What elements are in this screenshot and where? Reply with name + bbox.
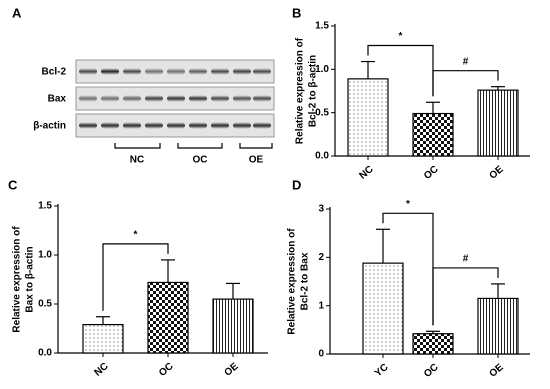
x-tick-label: OE [487,164,505,182]
group-label: NC [130,155,144,166]
significance-bracket [432,267,499,326]
blot-band [211,122,229,129]
blot-band [101,122,119,129]
y-tick-label: 3 [318,204,324,215]
row-label: Bcl-2 [42,67,67,78]
panel-label: C [8,177,18,192]
x-tick-label: OE [487,362,505,380]
significance-label: * [399,31,403,42]
y-tick-label: 0.0 [315,151,329,162]
group-label: OE [249,155,264,166]
significance-label: # [463,56,469,67]
x-tick-label: OC [422,362,441,380]
y-tick-label: 2 [318,252,324,263]
blot-band [79,95,97,102]
row-label: β-actin [33,121,66,132]
blot-band [123,68,141,75]
y-tick-label: 1 [318,300,324,311]
blot-band [253,95,271,102]
blot-band [233,68,251,75]
blot-band [145,95,163,102]
y-axis-label: Bcl-2 to β-actin [308,55,319,127]
blot-band [79,68,97,75]
bar [412,333,454,355]
y-tick-label: 1.0 [315,64,329,75]
significance-label: * [406,199,410,210]
blot-band [233,95,251,102]
blot-band [253,68,271,75]
blot-band [123,95,141,102]
x-tick-label: NC [92,361,110,379]
y-tick-label: 1.0 [38,250,52,261]
y-tick-label: 1.5 [38,201,52,212]
blot-band [189,68,207,75]
y-axis-label: Relative expression of [12,226,23,333]
bar [412,112,454,157]
y-tick-label: 0.0 [38,348,52,359]
x-tick-label: YC [373,362,391,379]
row-label: Bax [48,94,67,105]
group-bracket [114,143,273,149]
y-tick-label: 1.5 [315,21,329,32]
blot-band [167,68,185,75]
group-label: OC [193,155,208,166]
blot-band [253,122,271,129]
significance-bracket [102,243,169,311]
y-axis-label: Bcl-2 to Bax [300,252,311,310]
bar [147,281,189,354]
x-tick-label: OC [422,164,441,182]
blot-band [189,95,207,102]
x-tick-label: OE [222,361,240,379]
bar [212,298,254,354]
significance-bracket [432,70,499,97]
blot-band [101,95,119,102]
y-tick-label: 0.5 [38,299,52,310]
blot-band [145,122,163,129]
blot-band [167,95,185,102]
blot-panel: A Bcl-2 Bax β-actin NC OC OE [12,5,275,166]
y-axis-label: Relative expression of [295,37,306,144]
significance-label: # [463,254,469,265]
blot-bands [79,68,271,129]
blot-band [233,122,251,129]
x-tick-label: NC [357,164,375,182]
blot-band [189,122,207,129]
blot-band [101,68,119,75]
bar [362,262,404,355]
bar [477,297,519,355]
bar [82,323,124,354]
y-axis-label: Relative expression of [287,228,298,335]
blot-band [211,68,229,75]
blot-band [211,95,229,102]
y-tick-label: 0 [318,349,324,360]
blot-band [123,122,141,129]
panel-label: B [292,5,301,20]
bar [477,89,519,157]
blot-band [79,122,97,129]
panel-label: A [12,5,22,20]
y-axis-label: Bax to β-actin [25,246,36,312]
significance-label: * [134,230,138,241]
blot-band [145,68,163,75]
x-tick-label: OC [157,361,176,379]
blot-band [167,122,185,129]
y-tick-label: 0.5 [315,107,329,118]
panel-label: D [292,177,301,192]
bar [347,78,389,157]
